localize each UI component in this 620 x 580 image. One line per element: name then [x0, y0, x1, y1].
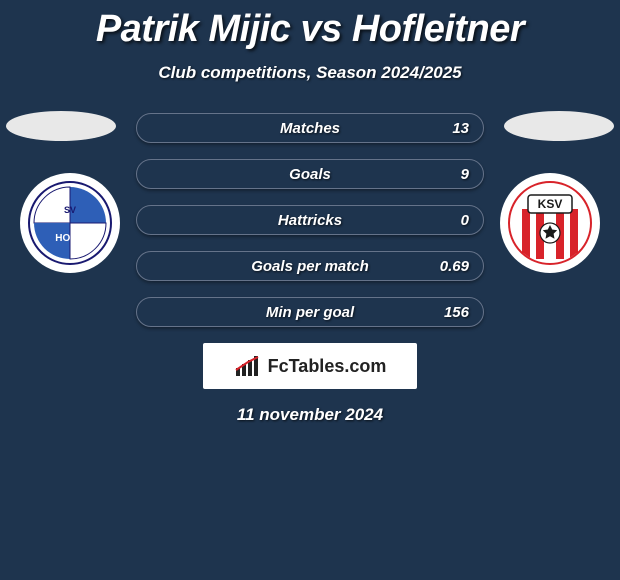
stat-value-right: 0 — [461, 212, 469, 229]
stat-row: Goals per match 0.69 — [136, 251, 484, 281]
svg-text:HORN: HORN — [55, 233, 84, 244]
svg-text:KSV: KSV — [538, 197, 563, 211]
bar-chart-icon — [234, 354, 262, 378]
stat-row: Hattricks 0 — [136, 205, 484, 235]
stat-label: Hattricks — [278, 212, 342, 229]
stat-row: Goals 9 — [136, 159, 484, 189]
stat-row: Matches 13 — [136, 113, 484, 143]
stat-value-right: 156 — [444, 304, 469, 321]
comparison-content: SV HORN KSV M — [0, 113, 620, 425]
right-team-badge: KSV — [500, 173, 600, 273]
sv-horn-logo-icon: SV HORN — [28, 181, 112, 265]
stat-label: Matches — [280, 120, 340, 137]
svg-text:SV: SV — [64, 205, 76, 215]
date-text: 11 november 2024 — [0, 405, 620, 425]
stat-label: Goals — [289, 166, 331, 183]
left-team-badge: SV HORN — [20, 173, 120, 273]
left-player-oval — [6, 111, 116, 141]
stat-value-right: 9 — [461, 166, 469, 183]
stat-row: Min per goal 156 — [136, 297, 484, 327]
stat-rows: Matches 13 Goals 9 Hattricks 0 Goals per… — [136, 113, 484, 327]
stat-value-right: 0.69 — [440, 258, 469, 275]
brand-box: FcTables.com — [203, 343, 417, 389]
stat-label: Goals per match — [251, 258, 369, 275]
page-title: Patrik Mijic vs Hofleitner — [0, 0, 620, 51]
ksv-logo-icon: KSV — [508, 181, 592, 265]
stat-label: Min per goal — [266, 304, 354, 321]
brand-text: FcTables.com — [268, 356, 387, 377]
page-subtitle: Club competitions, Season 2024/2025 — [0, 63, 620, 83]
right-player-oval — [504, 111, 614, 141]
stat-value-right: 13 — [452, 120, 469, 137]
